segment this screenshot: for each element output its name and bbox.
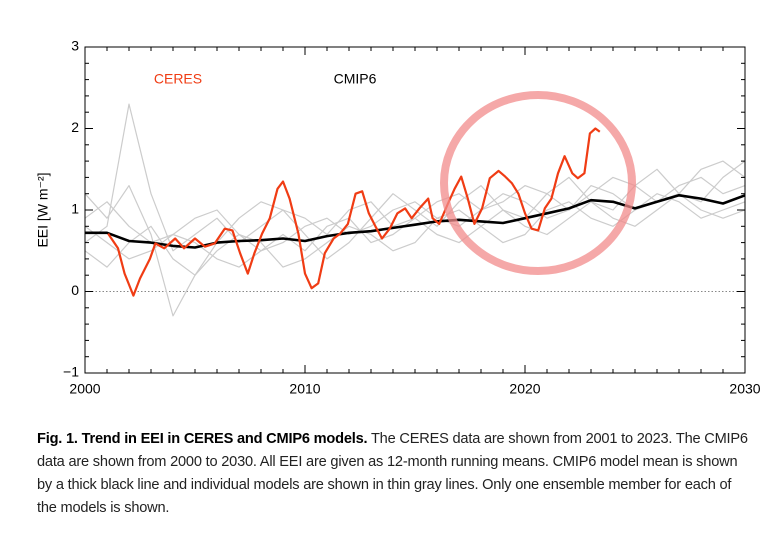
plot-frame xyxy=(84,46,746,374)
y-tick-label: 2 xyxy=(71,119,79,135)
x-tick-label: 2000 xyxy=(69,381,100,397)
x-tick-label: 2010 xyxy=(289,381,320,397)
x-tick-label: 2020 xyxy=(509,381,540,397)
highlight-circle xyxy=(440,91,636,275)
y-tick-label: −1 xyxy=(63,364,79,380)
chart: CERES CMIP6 EEI [W m⁻²] −1 0 1 2 3 2000 2010 20… xyxy=(35,38,761,397)
x-tick-label: 2030 xyxy=(729,381,760,397)
caption-label: Fig. 1. Trend in EEI in CERES and CMIP6 … xyxy=(37,431,368,447)
main-lines xyxy=(85,127,746,297)
series-line xyxy=(85,194,746,249)
model-line xyxy=(84,193,746,268)
y-tick-label: 1 xyxy=(71,201,79,217)
y-tick-label: 3 xyxy=(71,38,79,54)
legend-ceres: CERES xyxy=(154,71,202,87)
legend-cmip6: CMIP6 xyxy=(334,71,377,87)
y-axis-label: EEI [W m⁻²] xyxy=(35,172,51,247)
series-line xyxy=(107,127,601,297)
caption: Fig. 1. Trend in EEI in CERES and CMIP6 … xyxy=(37,428,749,520)
model-lines xyxy=(84,103,746,317)
y-tick-label: 0 xyxy=(71,282,79,298)
caption-text: The CERES data are shown from 2001 to 20… xyxy=(37,431,748,516)
